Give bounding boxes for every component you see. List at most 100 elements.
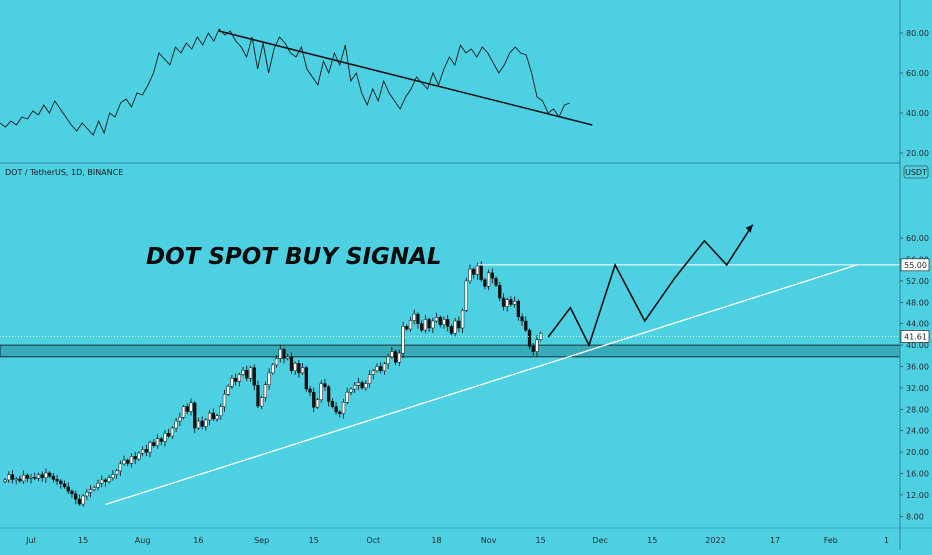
- candle-body: [122, 459, 126, 465]
- candle-body: [267, 372, 271, 385]
- candle-body: [442, 319, 446, 326]
- candle-body: [237, 374, 242, 382]
- candle-body: [185, 406, 189, 412]
- candle-body: [200, 420, 204, 427]
- time-tick-label: Nov: [481, 536, 497, 545]
- time-tick-label: Dec: [592, 536, 607, 545]
- currency-label: USDT: [905, 168, 927, 177]
- candle-body: [271, 364, 275, 374]
- candle-body: [7, 474, 11, 481]
- projection-path: [547, 224, 754, 348]
- level-label-box: [900, 258, 930, 272]
- candle-body: [308, 388, 312, 393]
- candle-body: [204, 419, 208, 427]
- candle-body: [245, 369, 249, 379]
- candle-body: [356, 382, 361, 386]
- candle-body: [449, 326, 454, 334]
- price-tick-label: 48.00: [906, 298, 929, 307]
- oscillator-line: [0, 28, 571, 136]
- support-trendline: [105, 264, 858, 506]
- candle-body: [498, 284, 502, 299]
- candle-body: [222, 394, 227, 407]
- time-tick-label: 18: [431, 536, 441, 545]
- candle-body: [520, 316, 524, 322]
- candle-body: [85, 491, 89, 497]
- candle-body: [18, 478, 22, 482]
- oscillator-tick-label: 20.00: [906, 149, 929, 158]
- candle-body: [326, 386, 331, 402]
- candle-body: [427, 319, 431, 329]
- candle-body: [509, 299, 513, 305]
- time-tick-label: 15: [78, 536, 88, 545]
- candle-body: [29, 476, 33, 479]
- symbol-header: DOT / TetherUS, 1D, BINANCE: [5, 168, 123, 177]
- price-tick-label: 8.00: [906, 512, 924, 521]
- candle-body: [144, 449, 149, 453]
- candle-body: [360, 382, 364, 389]
- price-tick-label: 40.00: [906, 341, 929, 350]
- candle-body: [10, 474, 15, 480]
- candle-body: [379, 366, 383, 372]
- candle-body: [393, 351, 398, 363]
- candle-body: [103, 479, 108, 482]
- last-price-label: 41.61: [904, 332, 927, 341]
- candle-body: [92, 487, 96, 490]
- candle-body: [453, 320, 457, 334]
- price-tick-label: 20.00: [906, 448, 929, 457]
- candle-body: [77, 498, 82, 505]
- candle-body: [263, 384, 268, 398]
- candle-body: [297, 363, 301, 374]
- candle-body: [118, 463, 122, 472]
- candle-body: [252, 367, 256, 386]
- price-tick-label: 12.00: [906, 491, 929, 500]
- candle-body: [364, 383, 368, 389]
- candle-body: [419, 323, 424, 331]
- candle-body: [386, 356, 390, 365]
- level-label: 55.00: [904, 261, 927, 270]
- candle-body: [211, 412, 215, 420]
- candle-body: [25, 474, 29, 479]
- candle-body: [323, 383, 327, 388]
- candle-body: [163, 433, 167, 442]
- candle-body: [274, 358, 279, 366]
- candle-body: [189, 402, 193, 412]
- candle-body: [100, 479, 104, 484]
- candle-body: [319, 383, 323, 400]
- candle-body: [334, 406, 338, 413]
- price-tick-label: 44.00: [906, 320, 929, 329]
- support-zone: [0, 344, 901, 358]
- candle-body: [196, 420, 201, 429]
- candle-body: [412, 313, 416, 321]
- candle-body: [312, 391, 316, 408]
- candle-body: [14, 478, 18, 481]
- projection-arrow-head: [745, 224, 753, 233]
- price-tick-label: 32.00: [906, 384, 929, 393]
- candle-body: [535, 339, 539, 352]
- candle-body: [293, 363, 297, 372]
- price-tick-label: 36.00: [906, 363, 929, 372]
- candle-body: [438, 317, 442, 326]
- candle-body: [300, 367, 305, 374]
- candle-body: [111, 474, 115, 479]
- candle-body: [486, 272, 491, 287]
- candle-body: [527, 329, 532, 347]
- candle-body: [431, 320, 435, 329]
- candle-body: [256, 384, 260, 407]
- candle-body: [148, 442, 152, 453]
- candle-body: [170, 427, 175, 437]
- candle-body: [140, 449, 145, 454]
- time-tick-label: Jul: [25, 536, 36, 545]
- candle-body: [423, 319, 428, 331]
- time-tick-label: 15: [647, 536, 657, 545]
- candle-body: [338, 411, 342, 414]
- candle-body: [137, 452, 141, 460]
- candle-body: [81, 495, 85, 505]
- oscillator-pane: [0, 28, 593, 136]
- candle-body: [36, 474, 41, 479]
- candle-body: [353, 384, 357, 390]
- candle-body: [367, 374, 372, 384]
- candle-body: [289, 356, 294, 372]
